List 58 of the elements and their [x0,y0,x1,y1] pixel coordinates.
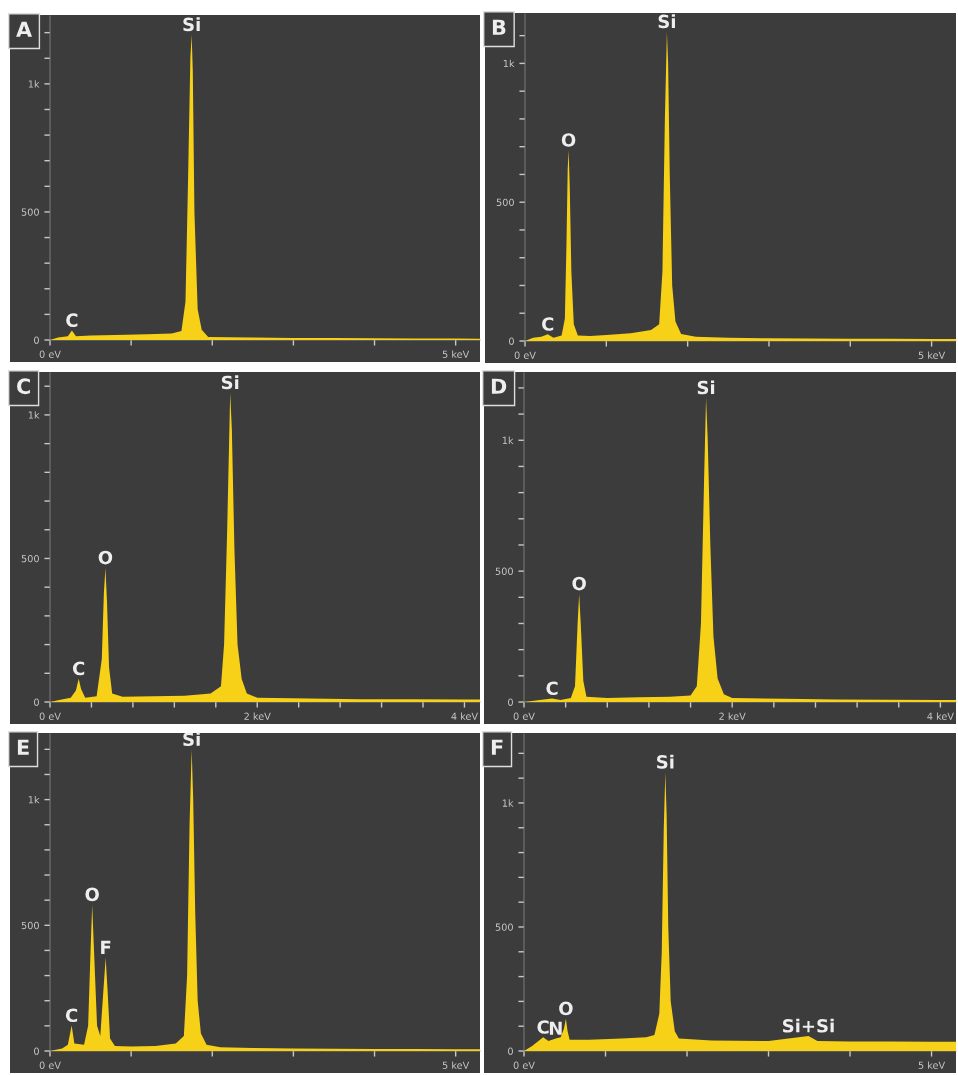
annotation: Si+Si [783,1018,834,1033]
annotation: O [98,550,113,565]
y-tick-label: 1k [503,59,515,68]
annotation: O [561,133,576,147]
y-tick-label: 0 [508,698,513,706]
x-tick-label: 4 keV [927,712,954,720]
annotation: O [559,1001,573,1016]
y-tick-label: 1k [28,80,40,88]
annotation: Si [221,375,239,390]
x-tick-label: 0 eV [39,350,61,358]
y-tick-label: 500 [21,208,39,216]
x-tick-label: 2 keV [719,712,746,720]
annotation: C [65,1008,78,1023]
y-tick-label: 500 [495,567,513,575]
annotation: C [66,313,78,328]
x-tick-label: 0 eV [39,712,61,720]
y-tick-label: 500 [21,921,39,930]
y-tick-label: 0 [34,1047,39,1055]
x-tick-label: 0 eV [513,712,535,720]
annotation: Si [657,754,674,769]
y-tick-label: 0 [508,1047,513,1055]
annotation: N [549,1021,562,1035]
annotation: O [85,887,99,902]
annotation: C [542,317,554,331]
annotation: C [546,681,558,696]
annotation: Si [658,14,675,29]
x-tick-label: 5 keV [918,351,946,359]
y-tick-label: 1k [502,436,514,444]
annotation: C [537,1020,549,1034]
chart-title: B [492,19,506,35]
chart-title: D [491,378,507,394]
annotation: F [101,940,111,954]
chart-title: E [17,739,29,755]
annotation: Si [697,380,715,395]
annotation: Si [183,17,200,32]
y-tick-label: 0 [34,336,39,344]
y-tick-label: 0 [509,337,514,345]
chart-title: C [17,378,30,395]
y-tick-label: 1k [502,799,514,807]
annotation: O [572,576,586,591]
y-tick-label: 500 [21,554,39,563]
y-tick-label: 500 [496,198,514,207]
x-tick-label: 0 eV [513,1061,535,1069]
x-tick-label: 0 eV [39,1061,61,1069]
chart-title: F [491,739,503,755]
annotation: Si [183,732,200,747]
x-tick-label: 0 eV [514,351,536,359]
chart-title: A [16,21,33,37]
annotation: C [72,661,85,676]
x-tick-label: 5 keV [442,350,470,358]
y-tick-label: 0 [34,698,39,706]
x-tick-label: 5 keV [442,1061,470,1069]
x-tick-label: 5 keV [918,1061,946,1069]
y-tick-label: 500 [495,923,513,931]
y-tick-label: 1k [28,795,40,804]
x-tick-label: 2 keV [244,712,271,720]
y-tick-label: 1k [28,411,40,419]
x-tick-label: 4 keV [451,712,478,720]
